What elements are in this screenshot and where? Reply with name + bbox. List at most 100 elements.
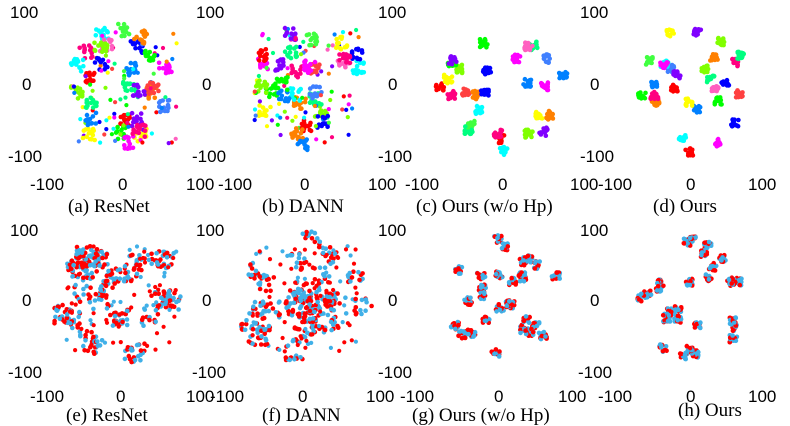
scatter-point [90,275,95,280]
x-tick-left-b: -100 [218,175,252,194]
scatter-point [299,265,304,271]
scatter-point [653,103,659,108]
scatter-point [324,252,329,257]
scatter-point [507,298,512,304]
scatter-point [498,140,504,146]
scatter-point [277,347,282,352]
scatter-point [162,301,168,307]
scatter-point [138,116,143,122]
scatter-point [293,37,298,42]
scatter-point [134,271,140,277]
scatter-point [99,284,104,289]
scatter-point [282,349,287,354]
scatter-point [713,142,718,147]
scatter-point [527,130,533,135]
scatter-point [252,107,258,112]
scatter-point [121,123,126,128]
scatter-point [702,240,708,245]
scatter-point [547,115,552,121]
scatter-point [298,106,303,111]
x-tick-right-b: 100 [368,175,396,194]
scatter-point [125,117,131,122]
scatter-point [523,127,529,133]
scatter-point [263,288,269,294]
scatter-point [239,322,244,327]
scatter-point [84,112,90,118]
scatter-point [165,98,171,103]
scatter-point [117,312,122,317]
scatter-point [330,43,335,48]
scatter-point [134,92,139,97]
scatter-point [263,273,269,279]
scatter-point [264,245,269,250]
scatter-point [349,338,354,343]
scatter-point [290,118,295,123]
scatter-point [257,249,262,254]
scatter-point [95,339,100,344]
scatter-point [338,46,344,52]
scatter-point [325,113,331,119]
scatter-point [105,29,110,35]
scatter-point [322,265,328,271]
scatter-point [282,320,287,325]
scatter-point [163,95,168,100]
scatter-point [671,64,676,69]
scatter-point [253,268,259,274]
scatter-point [160,45,166,51]
scatter-point [113,138,118,143]
scatter-point [698,320,703,325]
scatter-point [108,272,113,278]
scatter-point [452,92,458,97]
scatter-point [349,49,355,54]
scatter-point [251,320,256,325]
scatter-point [285,45,291,50]
scatter-point [252,299,258,305]
scatter-point [131,70,137,75]
x-tick-right-e: 100 [186,387,214,406]
scatter-point [290,135,295,140]
scatter-point [736,117,741,123]
scatter-point [357,60,363,66]
scatter-point [141,39,147,45]
scatter-point [273,81,278,86]
scatter-point [312,251,317,256]
scatter-point [103,85,108,90]
scatter-point [266,282,272,288]
scatter-point [87,300,93,305]
scatter-point [348,31,353,36]
scatter-point [77,309,82,315]
scatter-point [270,306,276,311]
scatter-point [544,52,549,57]
x-tick-left-c: -100 [405,175,439,194]
scatter-point [333,45,339,51]
scatter-point [157,303,162,308]
scatter-point [282,25,288,31]
scatter-point [346,102,351,107]
scatter-point [499,233,504,239]
scatter-point [174,104,179,109]
scatter-point [347,270,353,276]
scatter-point [282,109,287,114]
scatter-point [295,342,300,348]
scatter-point [260,31,265,37]
scatter-point [267,257,273,262]
scatter-point [156,100,162,105]
scatter-point [361,70,367,75]
scatter-point [70,325,75,331]
scatter-point [134,342,140,348]
scatter-point [307,288,312,294]
scatter-point [737,282,743,288]
scatter-point [324,270,329,275]
scatter-point [497,307,503,313]
scatter-point [149,251,154,257]
scatter-point [298,260,303,266]
scatter-point [84,283,89,289]
scatter-point [670,86,676,91]
scatter-point [123,270,128,276]
scatter-point [145,83,150,88]
scatter-point [170,56,175,62]
scatter-point [739,50,744,56]
scatter-point [286,304,291,310]
scatter-point [257,286,263,292]
scatter-point [658,288,664,294]
